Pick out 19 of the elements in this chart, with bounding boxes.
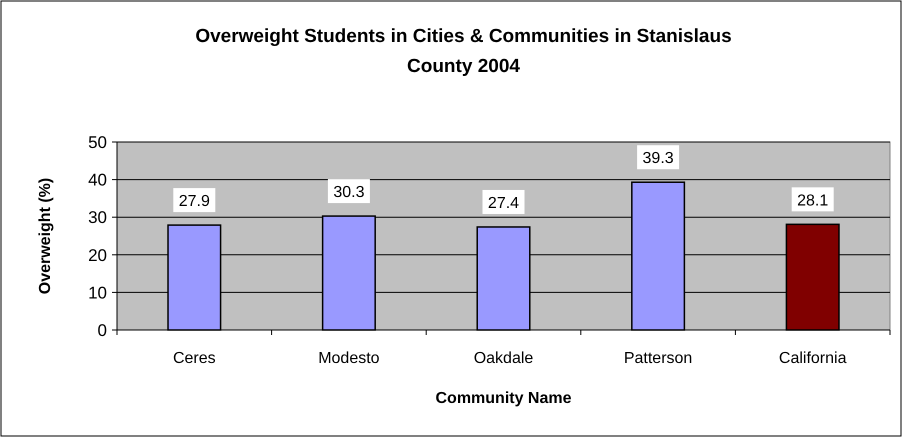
x-tick-label: Patterson (624, 350, 692, 367)
y-tick-label: 50 (88, 132, 107, 152)
y-axis-title: Overweight (%) (37, 178, 54, 294)
data-label: 27.9 (178, 193, 210, 210)
y-tick-label: 0 (98, 320, 107, 340)
y-tick-label: 10 (88, 283, 107, 302)
x-tick-label: Modesto (318, 350, 380, 367)
data-label: 39.3 (642, 150, 674, 168)
y-tick-label: 20 (88, 246, 107, 265)
data-label: 30.3 (333, 184, 365, 202)
data-label: 28.1 (797, 192, 828, 210)
y-tick-label: 40 (88, 170, 107, 190)
x-tick-label: Oakdale (474, 350, 534, 367)
x-axis-title: Community Name (435, 390, 572, 407)
x-tick-label: California (778, 350, 847, 367)
y-tick-label: 30 (88, 208, 107, 228)
data-label: 27.4 (488, 194, 520, 212)
x-tick-label: Ceres (172, 350, 216, 367)
chart-title: Overweight Students in Cities & Communities in Stanislaus County 2004 (195, 26, 732, 77)
